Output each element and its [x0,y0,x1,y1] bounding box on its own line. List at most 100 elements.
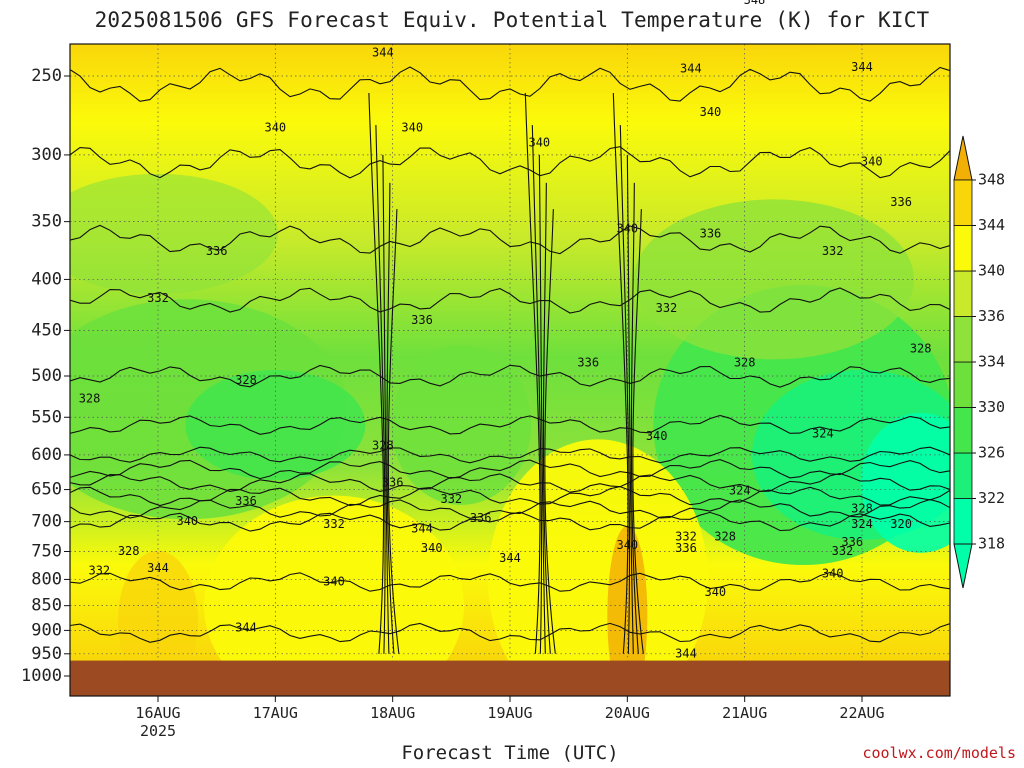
contour-line [375,125,386,654]
shading-blob [607,525,648,696]
y-tick-label: 350 [31,212,62,232]
contour-line [382,154,390,654]
contour-line [386,182,395,654]
y-tick-label: 800 [31,569,62,589]
contour-line [70,571,950,592]
contour-label: 336 [235,494,257,508]
contour-line [368,92,385,654]
chart-title: 2025081506 GFS Forecast Equiv. Potential… [94,8,930,32]
colorbar-segment [953,361,973,408]
contour-label: 332 [88,564,110,578]
contour-label: 340 [700,105,722,119]
contour-line [632,209,644,654]
colorbar-segment [953,179,973,226]
y-tick-label: 700 [31,512,62,532]
x-tick-label: 20AUG [605,704,650,722]
y-tick-label: 1000 [21,666,62,686]
contour-labels: 348 344 344 344 340 340 340 340 340 340 336 336 336 3… [79,0,932,660]
colorbar-label: 322 [978,489,1005,507]
contour-label: 328 [714,529,736,543]
shading-blob [70,173,278,294]
contour-label: 340 [861,155,883,169]
contour-label: 344 [680,62,702,76]
contour-label: 328 [235,373,257,387]
contour-label: 340 [264,121,286,135]
contour-label: 344 [372,45,394,59]
contour-line [70,511,950,532]
contour-line [630,182,639,654]
contour-label: 348 [744,0,766,7]
x-tick-label: 21AUG [722,704,767,722]
contour-label: 344 [147,561,169,575]
contour-line [626,154,634,654]
contour-line [70,459,950,480]
contour-label: 340 [176,514,198,528]
contour-label: 336 [382,475,404,489]
contour-label: 340 [704,585,726,599]
contour-label: 328 [910,342,932,356]
contour-label: 340 [646,429,668,443]
contour-label: 340 [421,541,443,555]
contour-label: 340 [528,136,550,150]
contour-label: 328 [734,355,756,369]
colorbar: 318 322 326 330 334 336 340 344 348 [953,135,1005,589]
contour-label: 324 [812,427,834,441]
credit-link[interactable]: coolwx.com/models [862,744,1016,762]
shading-blob [185,370,366,481]
contour-line [70,66,950,102]
colorbar-label: 344 [978,216,1005,234]
contour-line [70,414,950,435]
contour-line [70,498,950,519]
contour-label: 336 [890,195,912,209]
contour-label: 344 [235,620,257,634]
contour-label: 324 [851,517,873,531]
contour-label: 340 [616,221,638,235]
y-tick-label: 550 [31,407,62,427]
contour-label: 336 [206,244,228,258]
y-tick-label: 400 [31,269,62,289]
contour-label: 336 [577,355,599,369]
contour-label: 340 [323,575,345,589]
contour-label: 324 [729,483,751,497]
contour-line [70,364,950,388]
contour-label: 332 [822,244,844,258]
colorbar-label: 334 [978,353,1005,371]
contour-label: 332 [440,492,462,506]
ground [70,660,950,696]
contour-label: 336 [470,511,492,525]
colorbar-segment [953,270,973,317]
colorbar-segment [953,407,973,454]
x-tick-label: 18AUG [370,704,415,722]
x-tick-label: 22AUG [839,704,884,722]
y-tick-label: 450 [31,320,62,340]
contour-line [70,472,950,493]
contour-line [70,224,950,255]
plot-area: 348 344 344 344 340 340 340 340 340 340 336 336 336 3… [69,0,951,697]
contour-label: 340 [616,538,638,552]
y-tick-label: 850 [31,596,62,616]
contour-label: 332 [656,301,678,315]
y-tick-label: 900 [31,620,62,640]
colorbar-label: 330 [978,398,1005,416]
contour-label: 336 [700,226,722,240]
contour-label: 344 [499,551,521,565]
contour-label: 332 [832,544,854,558]
y-tick-label: 600 [31,445,62,465]
x-axis-label: Forecast Time (UTC) [401,742,619,764]
contour-label: 328 [372,439,394,453]
y-tick-label: 500 [31,366,62,386]
contour-lines [70,66,950,654]
colorbar-bottom-arrow [953,543,973,589]
contour-line [542,182,551,654]
colorbar-segment [953,498,973,545]
contour-line [70,622,950,643]
field-shading [70,44,950,696]
colorbar-segment [953,225,973,272]
contour-line [544,209,556,654]
contour-label: 344 [851,60,873,74]
shading-blob [391,345,532,506]
contour-label: 344 [411,521,433,535]
contour-line [70,146,950,179]
contour-label: 332 [675,529,697,543]
